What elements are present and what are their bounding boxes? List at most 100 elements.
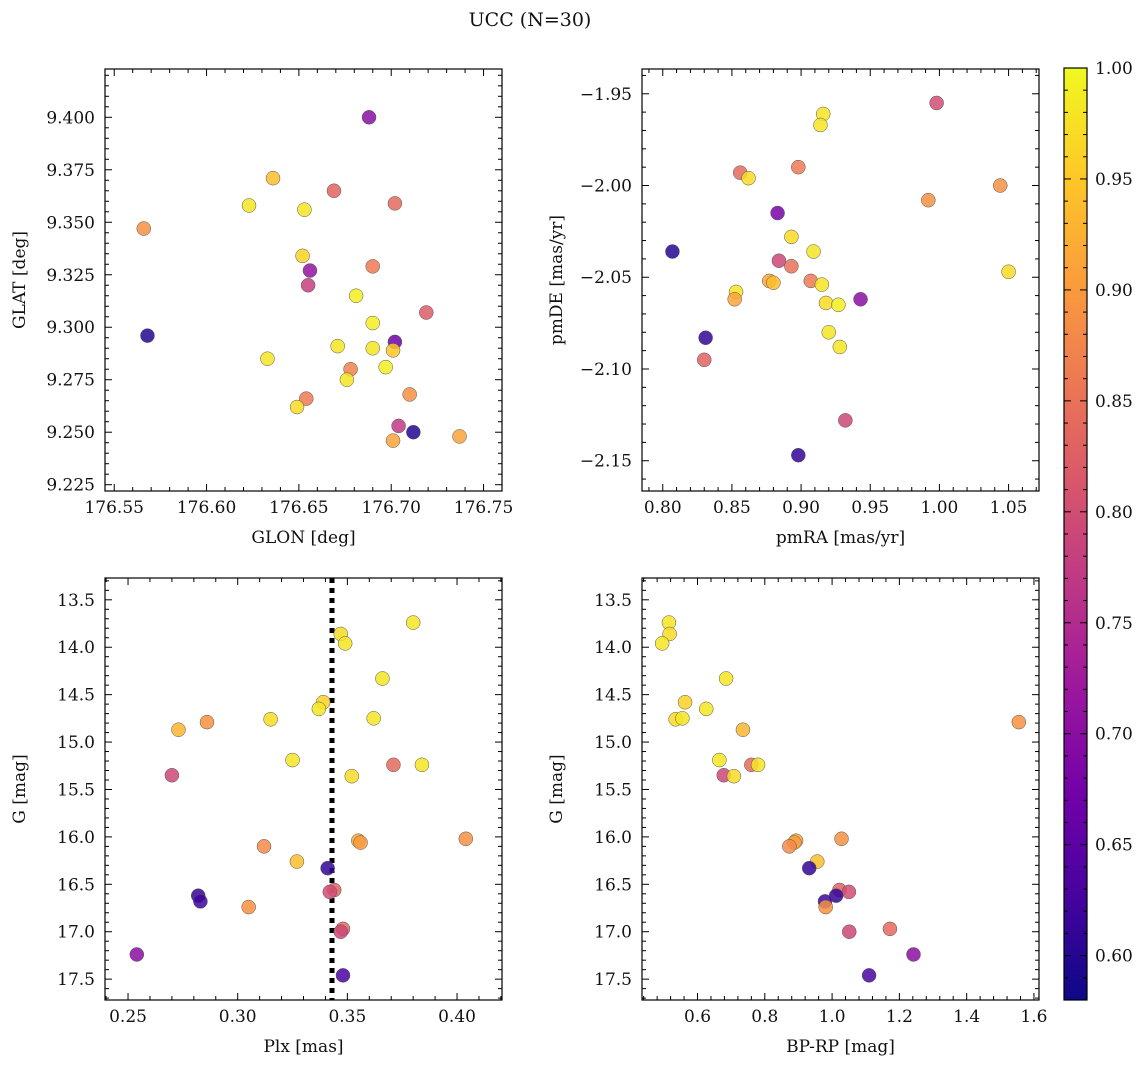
data-point (365, 259, 380, 274)
data-point (1001, 264, 1016, 279)
data-point (921, 192, 936, 208)
y-tick-label: 15.5 (57, 780, 95, 800)
data-point (171, 722, 186, 737)
data-point (831, 297, 846, 313)
data-point (806, 244, 821, 259)
y-tick-label: 16.0 (57, 828, 95, 848)
x-tick-label: 176.75 (454, 498, 513, 518)
data-point (834, 831, 849, 847)
colorbar-tick-label: 0.90 (1095, 281, 1133, 301)
y-tick-label: −2.15 (580, 452, 632, 472)
data-point (882, 921, 898, 937)
colorbar-tick-label: 1.00 (1095, 59, 1133, 79)
x-axis-label: GLON [deg] (251, 528, 355, 548)
data-point (784, 258, 799, 274)
data-point (391, 418, 406, 434)
colorbar-tick-label: 0.75 (1095, 614, 1133, 634)
data-point (378, 359, 393, 375)
data-point (675, 711, 690, 726)
data-point (335, 968, 351, 983)
plot-frame (104, 68, 503, 492)
panel-cmd: 0.6 0.8 1.0 1.2 1.4 1.6 13.5 14.0 14.5 15.0 15.5 16… (547, 577, 1047, 1057)
x-tick-label: 1.00 (920, 498, 958, 518)
data-point (696, 352, 712, 368)
data-point (726, 768, 742, 784)
y-tick-label: 14.5 (594, 686, 632, 706)
data-point (771, 253, 787, 268)
data-point (241, 198, 257, 213)
y-tick-label: 9.250 (46, 423, 95, 443)
x-tick-label: 0.35 (328, 1007, 366, 1027)
data-point (782, 839, 797, 854)
data-point (414, 757, 430, 773)
y-tick-label: 15.0 (57, 733, 95, 753)
axis-ticks (642, 69, 1039, 491)
data-point (365, 315, 380, 331)
data-point (386, 757, 401, 773)
y-tick-label: −1.95 (580, 85, 632, 105)
data-point (285, 752, 300, 768)
data-point (791, 447, 806, 463)
data-point (348, 288, 364, 303)
data-point (861, 968, 877, 983)
data-point (727, 292, 742, 307)
data-point (289, 854, 305, 869)
y-tick-label: −2.10 (580, 360, 632, 380)
axis-ticks (105, 578, 502, 1000)
y-tick-label: 15.5 (594, 780, 632, 800)
y-tick-label: 14.0 (594, 638, 632, 658)
data-point (832, 339, 848, 355)
data-point (337, 636, 353, 651)
data-point (814, 277, 830, 292)
data-point (295, 248, 310, 264)
x-axis-label: pmRA [mas/yr] (776, 528, 905, 548)
data-point (458, 831, 474, 847)
data-point (256, 839, 272, 854)
data-point (853, 292, 868, 307)
data-point (1011, 714, 1027, 730)
plot-frame (104, 577, 503, 1001)
data-point (193, 894, 208, 909)
x-tick-label: 1.6 (1020, 1007, 1047, 1027)
data-point (302, 263, 318, 278)
y-tick-label: 16.5 (594, 875, 632, 895)
data-point (929, 95, 944, 111)
data-point (353, 835, 368, 850)
data-point (712, 752, 727, 768)
data-point (993, 178, 1008, 193)
y-tick-label: 9.225 (46, 476, 95, 496)
data-point (263, 712, 278, 727)
data-point (375, 671, 390, 686)
data-point (784, 229, 799, 245)
data-point (265, 170, 281, 186)
data-point (199, 714, 215, 730)
data-point (136, 221, 152, 236)
data-point (385, 343, 401, 358)
data-point (677, 694, 693, 710)
x-tick-label: 0.90 (782, 498, 820, 518)
data-point (365, 340, 380, 356)
data-point (387, 196, 403, 211)
x-tick-label: 1.4 (953, 1007, 980, 1027)
y-tick-label: 15.0 (594, 733, 632, 753)
data-point (311, 701, 327, 717)
x-tick-label: 176.55 (84, 498, 143, 518)
x-tick-label: 1.2 (886, 1007, 913, 1027)
y-tick-label: 17.5 (594, 970, 632, 990)
data-point (818, 899, 833, 915)
data-point (801, 860, 817, 876)
panel-pm: 0.80 0.85 0.90 0.95 1.00 1.05 −2.15 −2.10 −2.05 −… (547, 68, 1040, 548)
y-tick-label: 16.0 (594, 828, 632, 848)
data-point (406, 424, 421, 440)
data-point (770, 205, 785, 221)
data-point (718, 671, 734, 686)
panel-gal: 176.55 176.60 176.65 176.70 176.75 9.225 9.250… (10, 68, 513, 548)
x-tick-label: 0.8 (751, 1007, 778, 1027)
data-point (838, 413, 853, 428)
data-point (654, 636, 670, 651)
data-point (699, 701, 714, 717)
y-tick-label: 16.5 (57, 875, 95, 895)
y-tick-label: 9.400 (46, 108, 95, 128)
y-tick-label: 9.300 (46, 318, 95, 338)
